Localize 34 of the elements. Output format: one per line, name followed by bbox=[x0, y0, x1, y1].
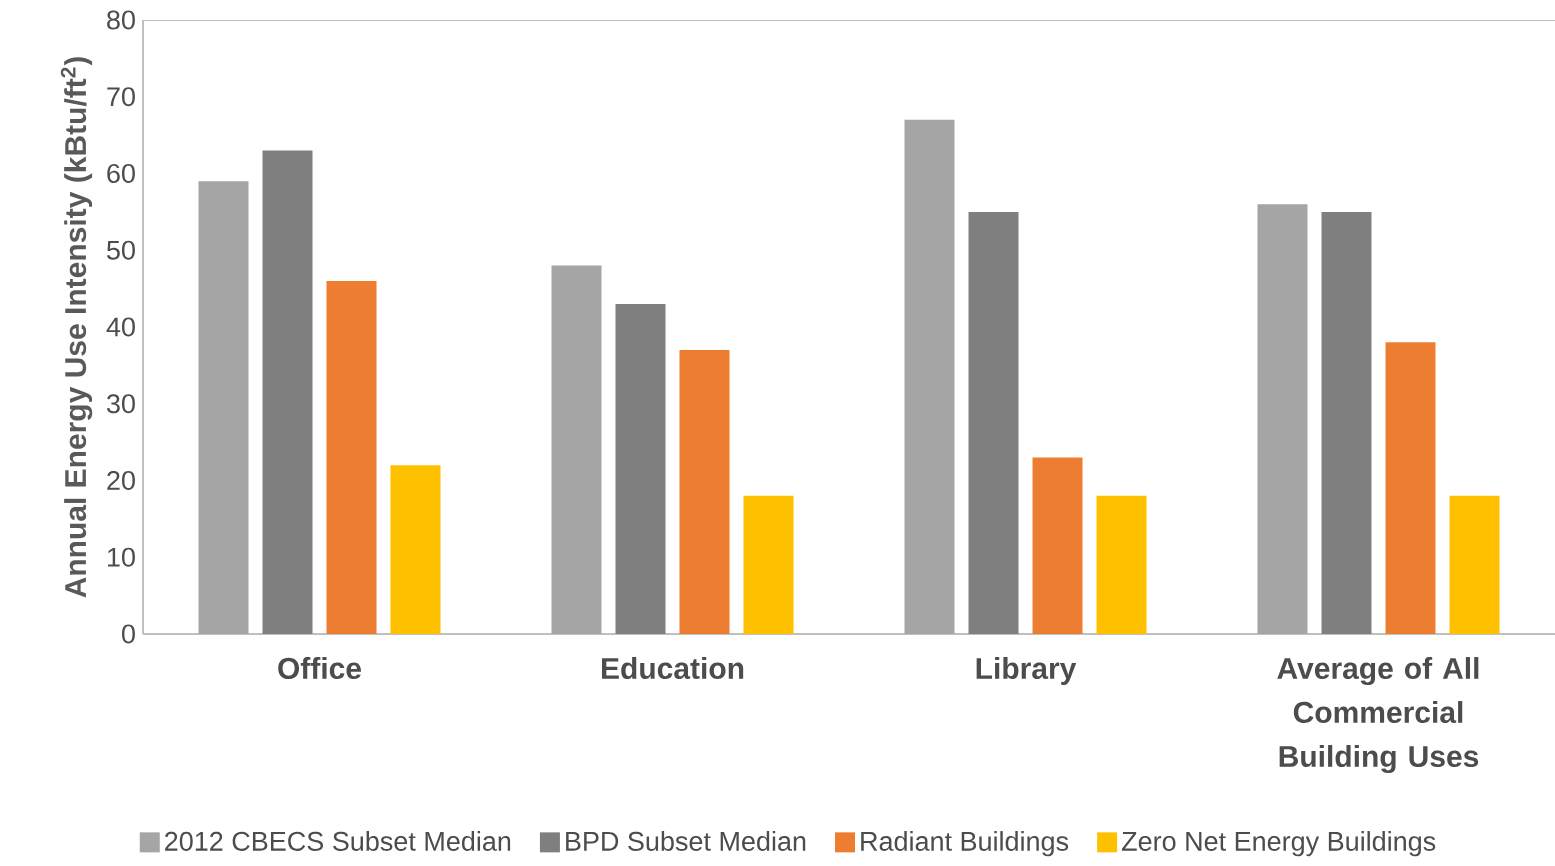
bar bbox=[968, 211, 1019, 634]
y-tick-label: 40 bbox=[106, 317, 135, 337]
bar bbox=[198, 181, 249, 634]
bar bbox=[551, 265, 602, 634]
x-tick-label: Office bbox=[278, 657, 361, 680]
y-tick-label: 10 bbox=[107, 547, 135, 567]
x-tick-label: Library bbox=[976, 657, 1077, 685]
bar bbox=[262, 150, 313, 634]
y-tick-label: 50 bbox=[107, 240, 135, 260]
bar bbox=[390, 465, 441, 634]
bar bbox=[1321, 211, 1372, 634]
bar bbox=[1449, 495, 1500, 634]
y-tick-label: 20 bbox=[107, 470, 135, 491]
bar bbox=[326, 280, 377, 634]
bar bbox=[904, 119, 955, 634]
x-tick-label: Education bbox=[602, 657, 744, 680]
bar bbox=[743, 495, 794, 634]
x-tick-label: Average of All Commercial Building Uses bbox=[1277, 657, 1479, 774]
legend-label: 2012 CBECS Subset Median bbox=[165, 831, 511, 851]
bar bbox=[679, 350, 730, 634]
bar bbox=[615, 303, 666, 634]
bar bbox=[1096, 495, 1147, 634]
y-tick-label: 60 bbox=[107, 163, 135, 184]
y-tick-label: 0 bbox=[122, 624, 135, 644]
y-axis-title: Annual Energy Use Intensity (kBtu/ft$^{2}$) bbox=[60, 57, 93, 598]
bar bbox=[1032, 457, 1083, 634]
bar bbox=[1385, 342, 1436, 634]
y-tick-label: 70 bbox=[107, 87, 135, 107]
y-tick-label: 80 bbox=[107, 10, 135, 30]
y-tick-label: 30 bbox=[106, 394, 135, 414]
bar bbox=[1257, 204, 1308, 634]
legend-label: BPD Subset Median bbox=[566, 831, 806, 851]
legend-label: Zero Net Energy Buildings bbox=[1121, 831, 1436, 857]
legend-label: Radiant Buildings bbox=[861, 831, 1069, 857]
